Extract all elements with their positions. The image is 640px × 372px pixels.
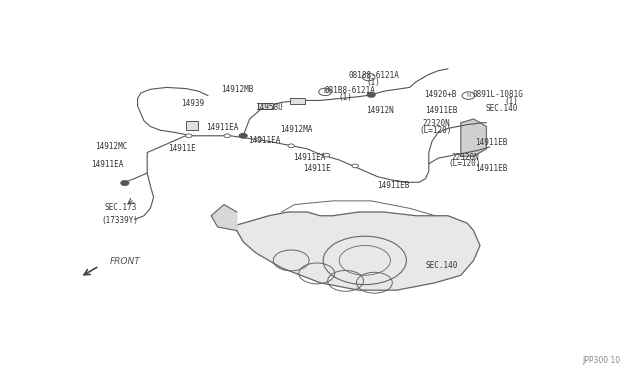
Text: 081B8-6121A: 081B8-6121A — [324, 86, 375, 95]
Bar — [258, 103, 273, 109]
Text: (L=120): (L=120) — [448, 159, 481, 168]
Text: 14911EB: 14911EB — [378, 181, 410, 190]
Text: (1): (1) — [366, 78, 380, 87]
Text: (17339Y): (17339Y) — [101, 216, 138, 225]
Circle shape — [121, 181, 129, 185]
Text: 22320N: 22320N — [422, 119, 450, 128]
Circle shape — [367, 93, 375, 97]
Text: B: B — [367, 74, 371, 80]
Text: 14920+B: 14920+B — [424, 90, 456, 99]
Text: 14911E: 14911E — [303, 164, 330, 173]
Text: (1): (1) — [504, 97, 518, 106]
Text: 0891L-1081G: 0891L-1081G — [472, 90, 523, 99]
Bar — [186, 121, 198, 130]
Text: 14911EA: 14911EA — [92, 160, 124, 169]
Text: JPP300 10: JPP300 10 — [582, 356, 621, 365]
Bar — [290, 98, 305, 104]
Text: B: B — [323, 89, 327, 94]
Text: SEC.140: SEC.140 — [426, 261, 458, 270]
Circle shape — [288, 144, 294, 148]
Polygon shape — [230, 212, 480, 290]
Text: 14911E: 14911E — [168, 144, 196, 153]
Circle shape — [224, 134, 230, 138]
Circle shape — [186, 134, 192, 138]
Circle shape — [352, 164, 358, 168]
Text: 14911EB: 14911EB — [475, 138, 508, 147]
Text: 14912MB: 14912MB — [221, 85, 253, 94]
Text: 14912MA: 14912MA — [280, 125, 313, 134]
Polygon shape — [211, 205, 237, 231]
Text: 22320N: 22320N — [451, 153, 479, 162]
Text: SEC.173: SEC.173 — [104, 203, 137, 212]
Text: 14911EB: 14911EB — [475, 164, 508, 173]
Polygon shape — [461, 119, 486, 156]
Text: FRONT: FRONT — [110, 257, 141, 266]
Text: SEC.140: SEC.140 — [485, 105, 518, 113]
Circle shape — [239, 134, 247, 138]
Text: N: N — [467, 93, 470, 98]
Text: 14958U: 14958U — [255, 103, 282, 112]
Text: 14912MC: 14912MC — [95, 142, 127, 151]
Text: (L=120): (L=120) — [419, 126, 452, 135]
Text: 14911EA: 14911EA — [248, 136, 281, 145]
Text: 14911EA: 14911EA — [293, 153, 326, 162]
Text: 08188-6121A: 08188-6121A — [349, 71, 399, 80]
Circle shape — [256, 138, 262, 141]
Circle shape — [323, 153, 330, 157]
Text: 14912N: 14912N — [366, 106, 394, 115]
Text: 14911EB: 14911EB — [426, 106, 458, 115]
Text: 14911EA: 14911EA — [206, 123, 239, 132]
Text: 14939: 14939 — [181, 99, 204, 108]
Text: (1): (1) — [338, 93, 352, 102]
